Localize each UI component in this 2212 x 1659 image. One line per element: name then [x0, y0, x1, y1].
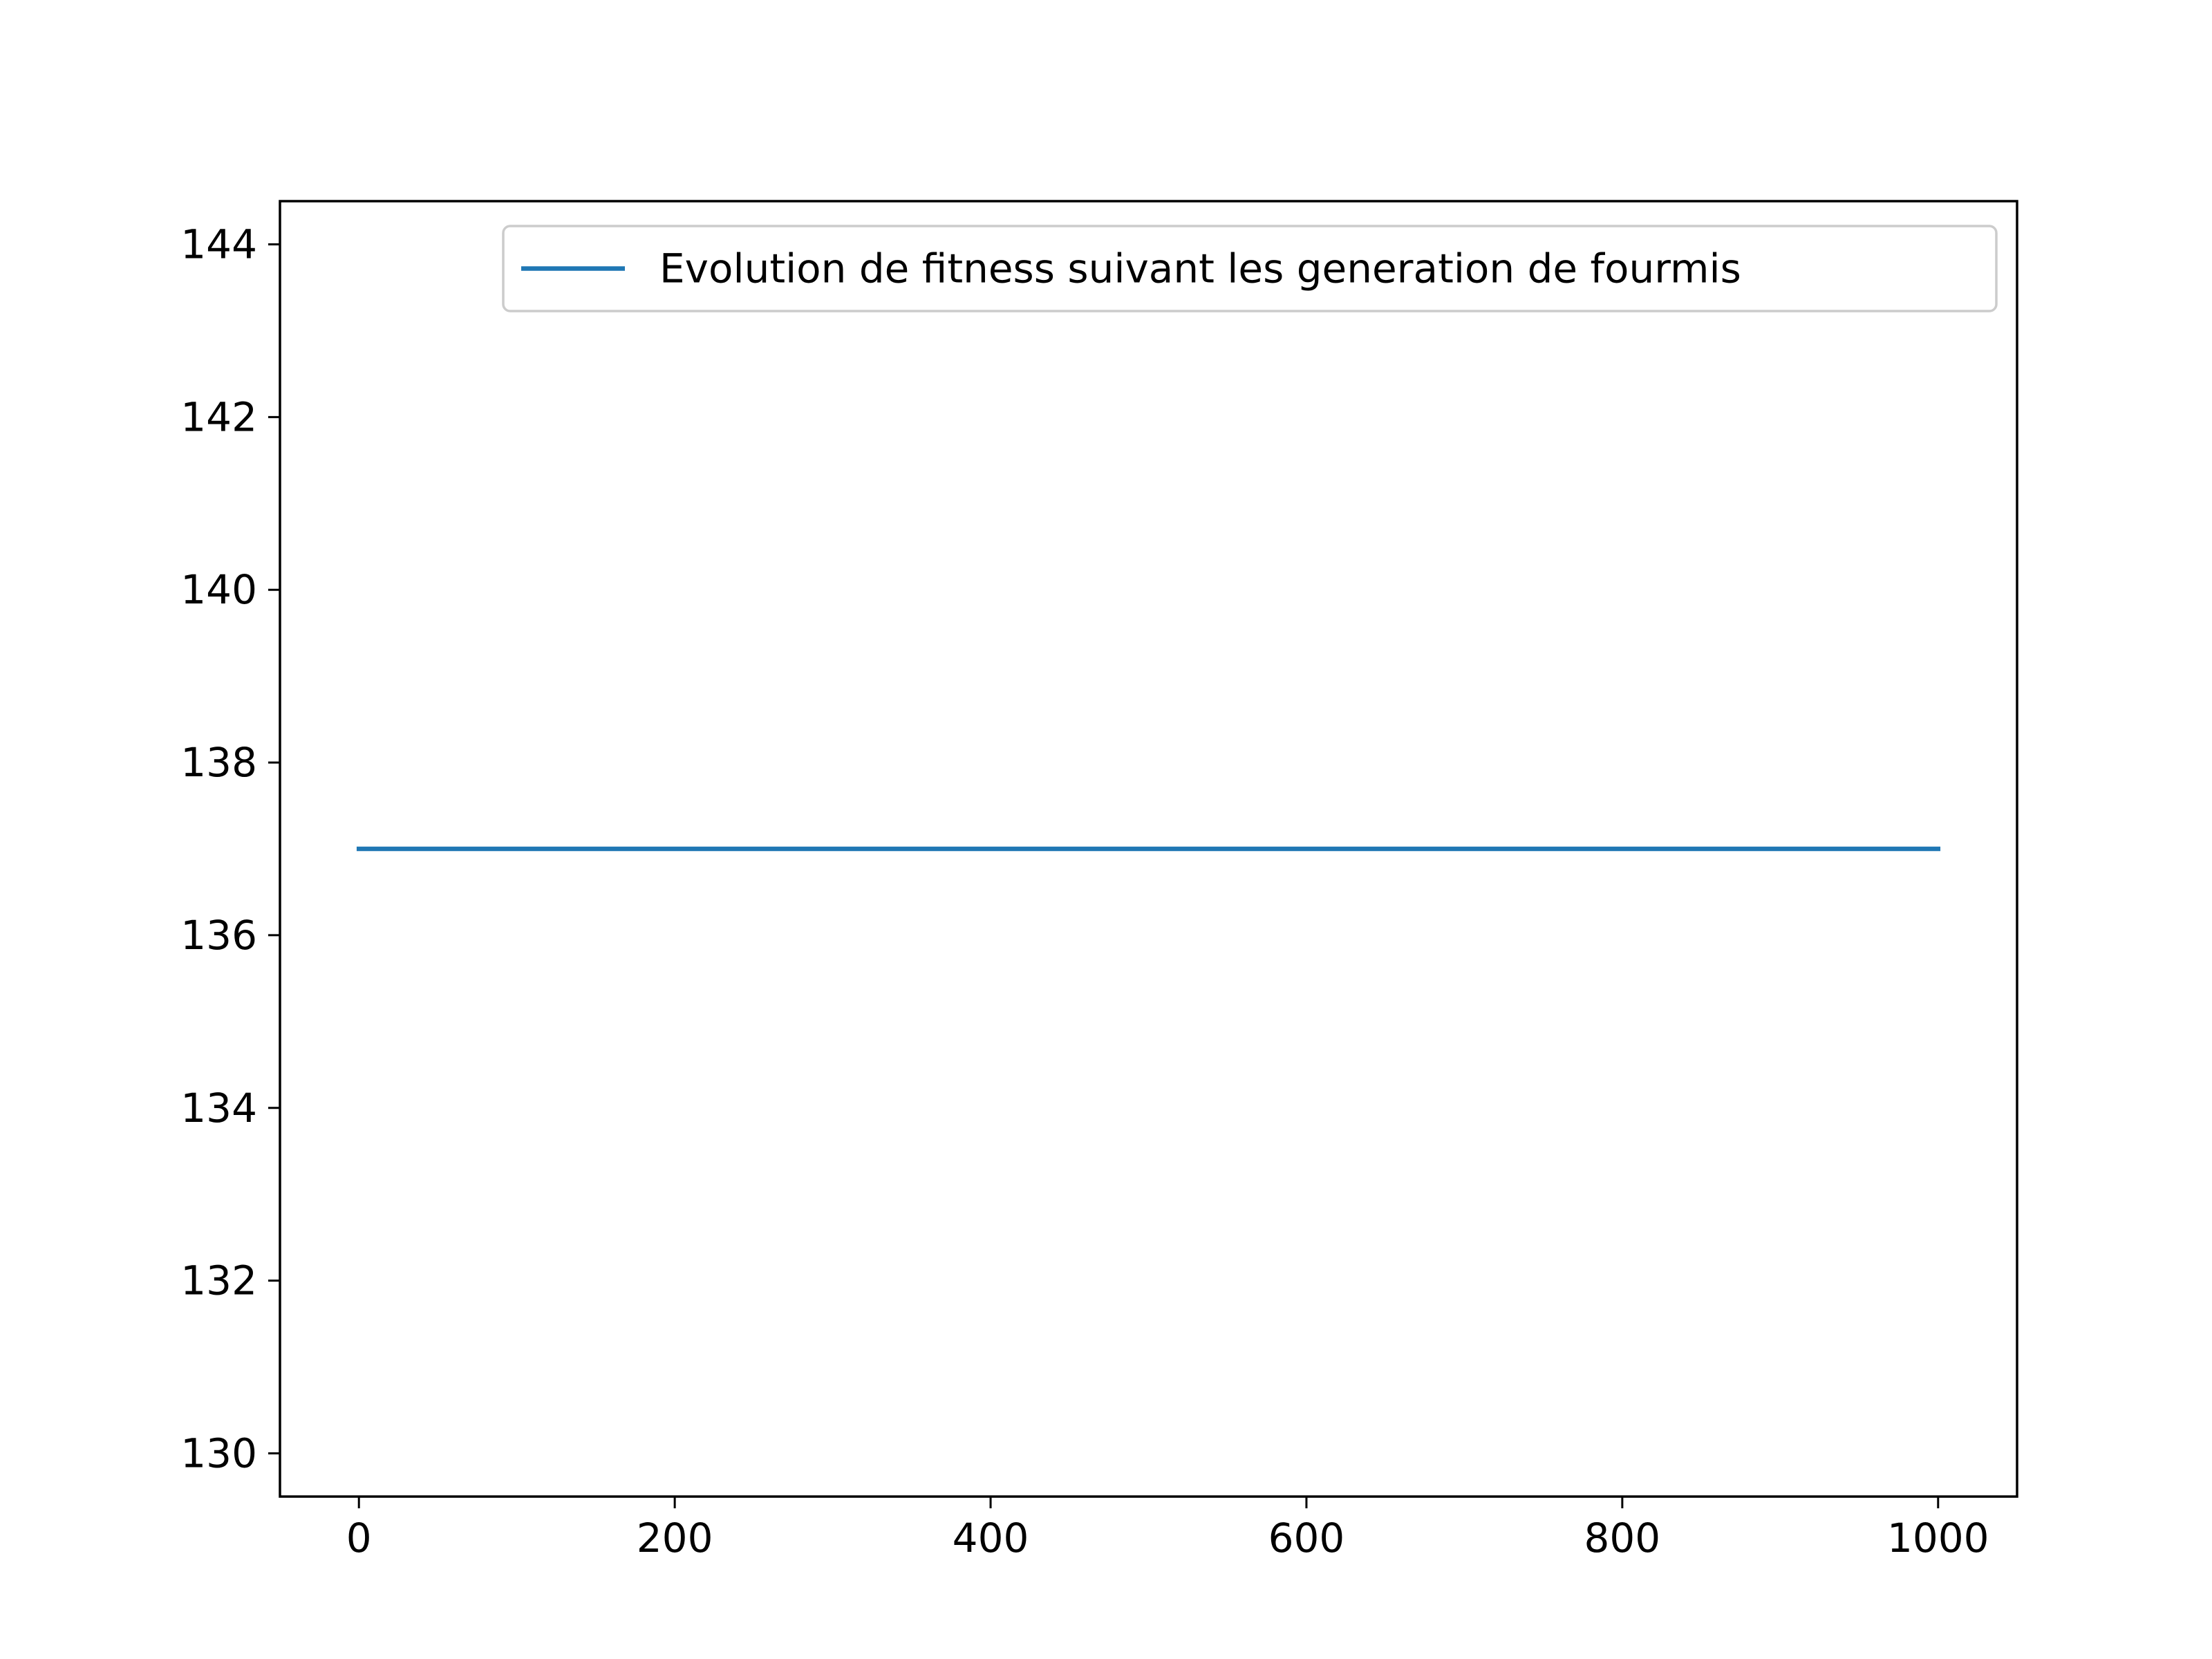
y-tick-label: 130 — [180, 1430, 257, 1477]
y-tick-label: 140 — [180, 566, 257, 613]
x-tick-label: 1000 — [1887, 1515, 1989, 1562]
x-tick-label: 0 — [346, 1515, 372, 1562]
x-tick-label: 600 — [1268, 1515, 1345, 1562]
y-tick-label: 132 — [180, 1257, 257, 1304]
x-tick-label: 400 — [953, 1515, 1029, 1562]
y-tick-label: 134 — [180, 1085, 257, 1132]
x-tick-label: 800 — [1584, 1515, 1661, 1562]
axes-frame — [279, 200, 2018, 1498]
plot-area: 0 200 400 600 800 1000 130 132 134 136 138 140 142 14… — [180, 200, 2018, 1562]
y-tick-label: 142 — [180, 393, 257, 440]
y-tick-label: 144 — [180, 221, 257, 268]
legend-box — [502, 225, 1998, 312]
y-tick-label: 138 — [180, 739, 257, 786]
x-tick-label: 200 — [637, 1515, 713, 1562]
y-tick-label: 136 — [180, 912, 257, 959]
legend-label-1: Evolution de fitness suivant les generat… — [659, 245, 1741, 292]
